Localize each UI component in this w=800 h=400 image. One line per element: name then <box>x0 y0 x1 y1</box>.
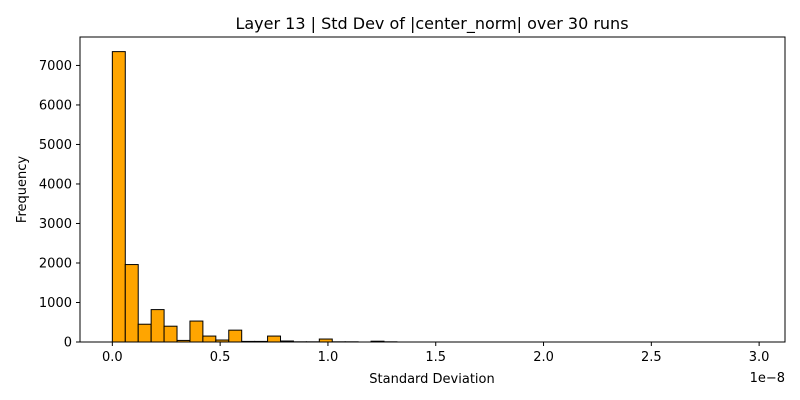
x-axis-label: Standard Deviation <box>369 372 494 387</box>
x-tick-label: 1.5 <box>425 350 446 365</box>
x-axis-offset-label: 1e−8 <box>750 371 785 386</box>
y-axis-label: Frequency <box>15 156 30 223</box>
x-axis-ticks: 0.0 0.5 1.0 1.5 2.0 2.5 3.0 <box>102 342 769 365</box>
y-tick-label: 0 <box>64 336 72 351</box>
x-tick-label: 0.5 <box>210 350 231 365</box>
histogram-bar <box>267 335 282 343</box>
histogram-bar <box>202 335 217 343</box>
x-tick-label: 0.0 <box>102 350 123 365</box>
y-tick-label: 4000 <box>39 177 72 192</box>
histogram-bar <box>163 325 178 343</box>
x-tick-label: 2.0 <box>533 350 554 365</box>
histogram-bar <box>137 323 152 343</box>
x-tick-label: 2.5 <box>641 350 662 365</box>
x-tick-label: 1.0 <box>318 350 339 365</box>
y-tick-label: 7000 <box>39 59 72 74</box>
histogram-bar <box>124 264 139 343</box>
histogram-bars <box>111 51 398 343</box>
x-tick-label: 3.0 <box>749 350 770 365</box>
chart-title: Layer 13 | Std Dev of |center_norm| over… <box>235 14 628 34</box>
y-tick-label: 6000 <box>39 98 72 113</box>
y-tick-label: 3000 <box>39 217 72 232</box>
y-tick-label: 5000 <box>39 138 72 153</box>
histogram-bar <box>228 329 243 343</box>
histogram-bar <box>111 51 126 343</box>
y-axis-ticks: 0 1000 2000 3000 4000 5000 6000 7000 <box>39 59 80 351</box>
y-tick-label: 2000 <box>39 256 72 271</box>
histogram-bar <box>189 320 204 343</box>
histogram-bar <box>150 309 165 343</box>
axes-frame <box>79 36 786 343</box>
y-tick-label: 1000 <box>39 296 72 311</box>
